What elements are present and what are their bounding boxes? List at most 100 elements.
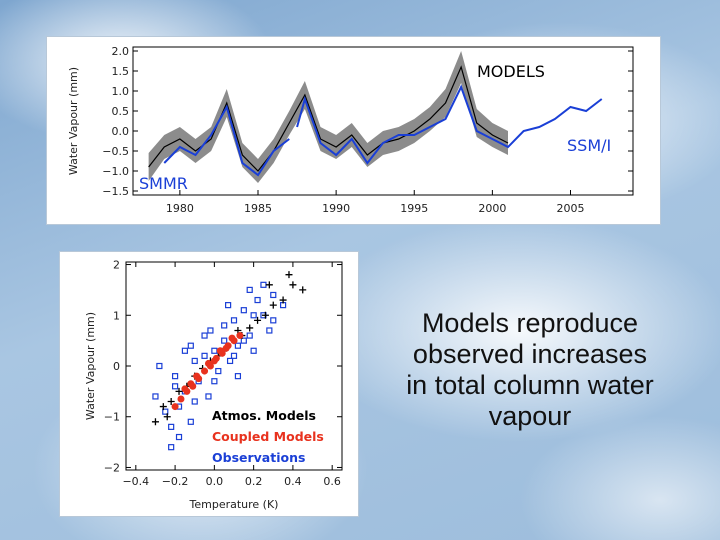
observation-point [221, 322, 228, 329]
series-line-smmr [163, 104, 290, 177]
coupled-model-point [201, 367, 209, 375]
observation-point [162, 408, 169, 415]
time-series-chart: 1980 1985 1990 1995 2000 2005 2.0 1.5 1.0 0.5 0.0 −… [67, 45, 634, 215]
observation-point [246, 332, 253, 339]
slide-caption: Models reproduce observed increases in t… [375, 308, 685, 432]
observation-point [270, 291, 277, 299]
coupled-model-point [222, 344, 230, 352]
x-tick-label: 2005 [557, 202, 585, 215]
atmos-model-point [246, 324, 254, 332]
y-tick-label: 2 [113, 259, 120, 272]
annotation-smmr: SMMR [139, 174, 188, 193]
observation-point [171, 373, 179, 380]
observation-point [181, 347, 189, 354]
y-tick-label: −0.5 [102, 145, 129, 158]
observation-point [254, 296, 261, 304]
y-tick-label: 1.0 [112, 85, 130, 98]
observation-point [187, 418, 194, 425]
observation-point [250, 347, 257, 354]
atmos-model-point [269, 301, 277, 309]
observation-point [191, 398, 198, 405]
atmos-model-point [167, 398, 175, 406]
series-line-ssm-i [296, 84, 603, 165]
y-tick-label: 0.0 [112, 125, 130, 138]
y-tick-label: 0.5 [112, 105, 130, 118]
observation-point [156, 362, 163, 370]
observation-point [175, 433, 183, 441]
y-tick-label: −1.0 [102, 165, 129, 178]
observation-point [240, 337, 247, 344]
coupled-model-point [177, 395, 185, 403]
observation-point [230, 317, 238, 324]
observation-point [260, 281, 267, 288]
caption-line-1: Models reproduce [421, 308, 639, 338]
atmos-model-point [254, 316, 262, 324]
x-tick-label: −0.4 [122, 475, 149, 488]
series-line-models [148, 65, 509, 172]
x-tick-label: 1985 [244, 202, 272, 215]
y-tick-label: −1.5 [102, 185, 129, 198]
coupled-model-point [187, 380, 195, 388]
observation-point [230, 352, 238, 359]
observation-point [207, 327, 214, 334]
x-tick-label: 2000 [478, 202, 506, 215]
observation-point [211, 378, 218, 385]
caption-line-4: vapour [488, 401, 572, 431]
coupled-model-point [228, 334, 236, 342]
observation-point [201, 352, 208, 359]
models-spread-band [148, 51, 508, 183]
atmos-model-point [265, 281, 273, 289]
annotation-ssmi: SSM/I [567, 136, 611, 155]
caption-line-2: observed increases [412, 339, 648, 369]
observation-point [168, 423, 175, 430]
atmos-model-point [285, 271, 293, 279]
models-spread-area [148, 51, 508, 183]
observation-point [246, 286, 253, 294]
atmos-model-point [289, 281, 297, 289]
atmos-model-point [299, 286, 307, 294]
observation-point [270, 317, 277, 324]
x-tick-label: −0.2 [162, 475, 189, 488]
observation-point [215, 367, 222, 375]
atmos-model-point [175, 387, 183, 395]
observation-point [187, 342, 194, 349]
scatter-chart-panel: −0.4 −0.2 0.0 0.2 0.4 0.6 2 1 0 −1 −2 Water Vapour… [59, 251, 359, 517]
coupled-model-point [216, 347, 224, 355]
observation-point [226, 357, 234, 365]
y-tick-label: 2.0 [112, 45, 130, 58]
x-tick-label: 0.0 [206, 475, 224, 488]
coupled-model-point [171, 403, 179, 411]
atmos-model-point [163, 413, 171, 421]
coupled-model-point [210, 357, 218, 365]
coupled-model-point [181, 385, 189, 393]
caption-line-3: in total column water [406, 370, 654, 400]
scatter-chart: −0.4 −0.2 0.0 0.2 0.4 0.6 2 1 0 −1 −2 Water Vapour… [84, 259, 343, 511]
atmos-model-point [279, 296, 287, 304]
y-tick-label: 0 [113, 360, 120, 373]
atmos-model-point [151, 418, 159, 426]
time-series-plot-frame [132, 46, 634, 196]
observation-point [201, 332, 208, 339]
legend-atmos-models: Atmos. Models [212, 408, 316, 423]
legend-observations: Observations [212, 450, 305, 465]
scatter-x-axis-label: Temperature (K) [189, 498, 279, 511]
time-series-chart-panel: 1980 1985 1990 1995 2000 2005 2.0 1.5 1.0 0.5 0.0 −… [46, 36, 661, 225]
observation-point [171, 383, 179, 390]
observation-point [152, 393, 159, 400]
observation-point [168, 444, 175, 451]
coupled-model-point [204, 359, 212, 367]
time-series-y-axis-label: Water Vapour (mm) [67, 67, 80, 175]
x-tick-label: 1995 [400, 202, 428, 215]
observation-point [234, 373, 242, 380]
atmos-model-point [261, 311, 269, 319]
y-tick-label: −1 [104, 411, 120, 424]
legend-coupled-models: Coupled Models [212, 429, 324, 444]
y-tick-label: 1 [113, 309, 120, 322]
x-tick-label: 1980 [166, 202, 194, 215]
observation-point [266, 327, 273, 334]
observation-point [191, 357, 198, 365]
observation-point [221, 337, 228, 344]
x-tick-label: 0.2 [245, 475, 262, 488]
observation-point [234, 342, 242, 349]
